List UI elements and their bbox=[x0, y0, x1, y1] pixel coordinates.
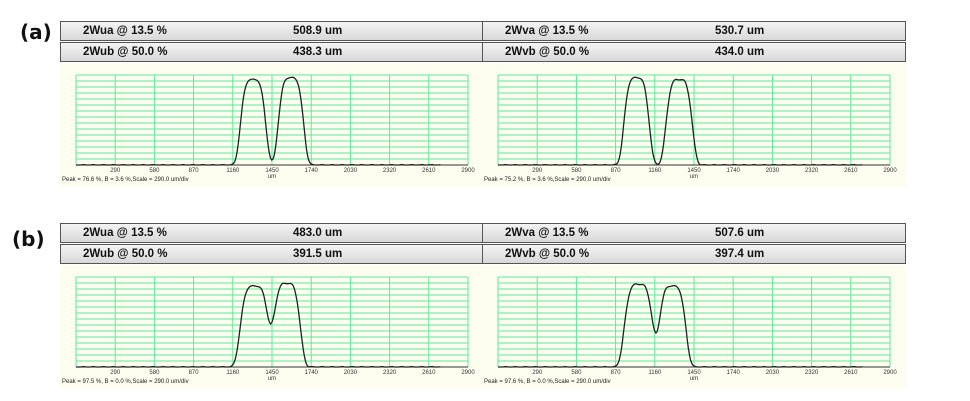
measurement-value: 397.4 um bbox=[715, 248, 765, 260]
measurement-row: 2Wva @ 13.5 % 507.6 um bbox=[482, 223, 906, 243]
x-tick-label: 2900 bbox=[461, 168, 475, 174]
x-axis-label: um bbox=[690, 174, 698, 180]
measurement-value: 438.3 um bbox=[293, 46, 343, 58]
measurement-value: 434.0 um bbox=[715, 46, 765, 58]
plot-footer: Peak = 97.5 %, B = 0.0 %,Scale = 290.0 u… bbox=[62, 379, 189, 385]
measurement-label: 2Wva @ 13.5 % bbox=[505, 25, 589, 37]
profile-curve bbox=[498, 76, 863, 166]
x-tick-label: 1450 bbox=[687, 168, 701, 174]
x-tick-label: 1160 bbox=[226, 168, 240, 174]
x-tick-label: 2030 bbox=[766, 168, 780, 174]
x-tick-label: 1160 bbox=[648, 370, 662, 376]
x-tick-label: 580 bbox=[571, 370, 582, 376]
x-tick-label: 580 bbox=[149, 168, 160, 174]
x-tick-label: 2610 bbox=[422, 168, 436, 174]
x-tick-label: 870 bbox=[611, 370, 622, 376]
x-axis-label: um bbox=[268, 376, 276, 382]
x-tick-label: 580 bbox=[571, 168, 582, 174]
measurement-row: 2Wva @ 13.5 % 530.7 um bbox=[482, 21, 906, 41]
beam-profile-panel: 2Wua @ 13.5 % 508.9 um 2Wub @ 50.0 % 438.3 … bbox=[60, 21, 484, 187]
measurement-label: 2Wua @ 13.5 % bbox=[83, 227, 167, 239]
x-tick-label: 2610 bbox=[844, 370, 858, 376]
measurement-value: 530.7 um bbox=[715, 25, 765, 37]
measurement-label: 2Wub @ 50.0 % bbox=[83, 248, 168, 260]
measurement-row: 2Wub @ 50.0 % 391.5 um bbox=[60, 244, 484, 264]
profile-chart: 290 580 870 1160 1450 1740 2030 2320 2610 2900 um bbox=[497, 276, 897, 382]
x-tick-label: 2030 bbox=[344, 168, 358, 174]
profile-chart: 290 580 870 1160 1450 1740 2030 2320 2610 2900 um bbox=[75, 276, 475, 382]
profile-curve bbox=[76, 282, 441, 368]
measurement-value: 507.6 um bbox=[715, 227, 765, 239]
x-tick-label: 1450 bbox=[265, 168, 279, 174]
x-tick-label: 2320 bbox=[383, 168, 397, 174]
beam-profile-panel: 2Wva @ 13.5 % 507.6 um 2Wvb @ 50.0 % 397.4 … bbox=[482, 223, 906, 389]
x-tick-label: 1740 bbox=[305, 168, 319, 174]
x-tick-label: 870 bbox=[611, 168, 622, 174]
measurement-value: 391.5 um bbox=[293, 248, 343, 260]
x-tick-label: 2320 bbox=[383, 370, 397, 376]
measurement-value: 483.0 um bbox=[293, 227, 343, 239]
profile-chart: 290 580 870 1160 1450 1740 2030 2320 2610 2900 um bbox=[497, 74, 897, 180]
profile-curve bbox=[76, 76, 441, 166]
profile-plot: 290 580 870 1160 1450 1740 2030 2320 2610 2900 um P… bbox=[482, 63, 906, 187]
x-tick-label: 2030 bbox=[766, 370, 780, 376]
measurement-row: 2Wvb @ 50.0 % 434.0 um bbox=[482, 42, 906, 62]
x-tick-label: 290 bbox=[110, 370, 121, 376]
x-tick-label: 1450 bbox=[265, 370, 279, 376]
plot-footer: Peak = 76.6 %, B = 3.6 %,Scale = 290.0 u… bbox=[62, 177, 189, 183]
x-tick-label: 290 bbox=[110, 168, 121, 174]
x-tick-label: 1160 bbox=[648, 168, 662, 174]
x-tick-label: 2900 bbox=[883, 370, 897, 376]
measurement-value: 508.9 um bbox=[293, 25, 343, 37]
profile-plot: 290 580 870 1160 1450 1740 2030 2320 2610 2900 um P… bbox=[60, 63, 484, 187]
x-tick-label: 2900 bbox=[461, 370, 475, 376]
x-tick-label: 290 bbox=[532, 168, 543, 174]
x-tick-label: 580 bbox=[149, 370, 160, 376]
x-tick-label: 870 bbox=[189, 370, 200, 376]
x-tick-label: 2610 bbox=[844, 168, 858, 174]
plot-footer: Peak = 97.6 %, B = 0.0 %,Scale = 290.0 u… bbox=[484, 379, 611, 385]
x-tick-label: 290 bbox=[532, 370, 543, 376]
x-tick-label: 1740 bbox=[305, 370, 319, 376]
label-a: (a) bbox=[20, 20, 52, 44]
x-tick-label: 2320 bbox=[805, 370, 819, 376]
x-tick-label: 2610 bbox=[422, 370, 436, 376]
x-tick-label: 2030 bbox=[344, 370, 358, 376]
beam-profile-panel: 2Wva @ 13.5 % 530.7 um 2Wvb @ 50.0 % 434.0 … bbox=[482, 21, 906, 187]
measurement-row: 2Wvb @ 50.0 % 397.4 um bbox=[482, 244, 906, 264]
x-tick-label: 2320 bbox=[805, 168, 819, 174]
plot-footer: Peak = 75.2 %, B = 3.6 %,Scale = 290.0 u… bbox=[484, 177, 611, 183]
profile-curve bbox=[498, 283, 863, 368]
profile-plot: 290 580 870 1160 1450 1740 2030 2320 2610 2900 um P… bbox=[60, 265, 484, 389]
measurement-label: 2Wva @ 13.5 % bbox=[505, 227, 589, 239]
measurement-label: 2Wvb @ 50.0 % bbox=[505, 248, 590, 260]
measurement-label: 2Wua @ 13.5 % bbox=[83, 25, 167, 37]
measurement-row: 2Wua @ 13.5 % 483.0 um bbox=[60, 223, 484, 243]
x-tick-label: 1160 bbox=[226, 370, 240, 376]
profile-plot: 290 580 870 1160 1450 1740 2030 2320 2610 2900 um P… bbox=[482, 265, 906, 389]
x-tick-label: 1450 bbox=[687, 370, 701, 376]
measurement-label: 2Wub @ 50.0 % bbox=[83, 46, 168, 58]
x-axis-label: um bbox=[690, 376, 698, 382]
x-tick-label: 870 bbox=[189, 168, 200, 174]
profile-chart: 290 580 870 1160 1450 1740 2030 2320 2610 2900 um bbox=[75, 74, 475, 180]
x-tick-label: 2900 bbox=[883, 168, 897, 174]
x-tick-label: 1740 bbox=[727, 370, 741, 376]
x-tick-label: 1740 bbox=[727, 168, 741, 174]
label-b: (b) bbox=[12, 227, 45, 251]
measurement-row: 2Wua @ 13.5 % 508.9 um bbox=[60, 21, 484, 41]
x-axis-label: um bbox=[268, 174, 276, 180]
measurement-label: 2Wvb @ 50.0 % bbox=[505, 46, 590, 58]
beam-profile-panel: 2Wua @ 13.5 % 483.0 um 2Wub @ 50.0 % 391.5 … bbox=[60, 223, 484, 389]
measurement-row: 2Wub @ 50.0 % 438.3 um bbox=[60, 42, 484, 62]
